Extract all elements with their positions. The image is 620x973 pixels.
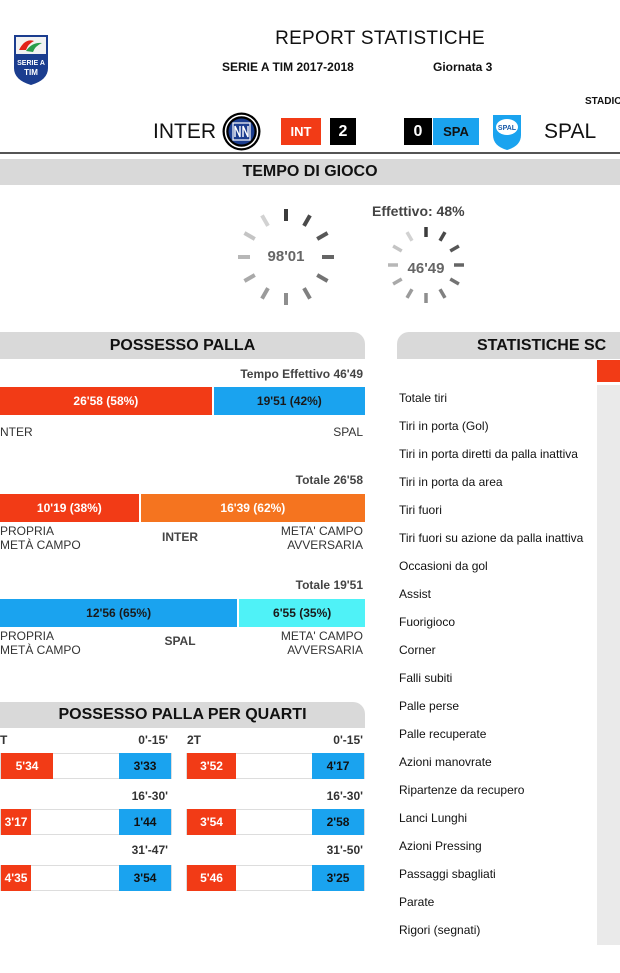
overall-caption: Tempo Effettivo 46'49 xyxy=(240,367,363,381)
home-stat-column-header xyxy=(597,360,620,382)
svg-text:SPAL: SPAL xyxy=(498,125,517,132)
stat-row-label: Corner xyxy=(399,643,436,657)
svg-text:SERIE A: SERIE A xyxy=(17,60,45,67)
stat-row-label: Falli subiti xyxy=(399,671,453,685)
away-split-bar: 12'56 (65%) 6'55 (35%) xyxy=(0,599,365,627)
away-left-caption-1: PROPRIA xyxy=(0,629,55,643)
quarter-away-value: 1'44 xyxy=(119,809,171,835)
stat-row-label: Parate xyxy=(399,895,435,909)
second-half-label: 2T xyxy=(187,733,202,747)
quarter-range-left-3: 31'-47' xyxy=(131,843,168,857)
quarter-range-right-2: 16'-30' xyxy=(326,789,363,803)
stat-row-label: Tiri fuori xyxy=(399,503,442,517)
quarter-away-value: 4'17 xyxy=(312,753,364,779)
quarter-away-value: 3'54 xyxy=(119,865,171,891)
stat-values-column xyxy=(597,385,620,945)
home-opp-half-segment: 16'39 (62%) xyxy=(138,494,365,522)
overall-left-team: NTER xyxy=(0,425,33,439)
stat-row-label: Tiri fuori su azione da palla inattiva xyxy=(399,531,584,545)
stat-row-label: Tiri in porta da area xyxy=(399,475,503,489)
away-opp-half-segment: 6'55 (35%) xyxy=(237,599,365,627)
page-title: REPORT STATISTICHE xyxy=(275,28,485,49)
home-abbr: INT xyxy=(281,118,321,145)
round-label: Giornata 3 xyxy=(433,60,493,74)
stat-row-label: Totale tiri xyxy=(399,391,448,405)
stat-row-label: Occasioni da gol xyxy=(399,559,488,573)
quarter-home-value: 3'17 xyxy=(1,809,31,835)
away-team-name: SPAL xyxy=(544,120,597,143)
season-label: SERIE A TIM 2017-2018 xyxy=(222,60,354,74)
home-split-team: INTER xyxy=(162,530,198,544)
stat-row-label: Ripartenze da recupero xyxy=(399,783,525,797)
home-team-name: INTER xyxy=(153,120,216,143)
quarter-range-left-2: 16'-30' xyxy=(131,789,168,803)
quarter-range-left-1: 0'-15' xyxy=(138,733,168,747)
quarter-home-value: 3'52 xyxy=(187,753,236,779)
home-left-caption-1: PROPRIA xyxy=(0,524,55,538)
away-score: 0 xyxy=(404,118,432,145)
home-right-caption-1: META' CAMPO xyxy=(280,524,363,538)
svg-text:TIM: TIM xyxy=(24,68,38,77)
quarti-section-title: POSSESSO PALLA PER QUARTI xyxy=(0,702,365,728)
total-time-clock-icon xyxy=(234,207,338,307)
away-abbr: SPA xyxy=(433,118,479,145)
total-time-value: 98'01 xyxy=(267,248,305,265)
quarter-row-right-3: 5'46 3'25 xyxy=(186,865,365,891)
stat-row-label: Palle recuperate xyxy=(399,727,487,741)
quarter-range-right-3: 31'-50' xyxy=(326,843,363,857)
inter-crest-icon xyxy=(221,111,262,152)
stadium-label: STADIO xyxy=(585,96,620,107)
tempo-section-title: TEMPO DI GIOCO xyxy=(0,159,620,185)
stat-row-label: Tiri in porta diretti da palla inattiva xyxy=(399,447,578,461)
quarter-home-value: 4'35 xyxy=(1,865,31,891)
serie-a-logo: SERIE A TIM xyxy=(10,32,52,86)
effective-time-clock-icon xyxy=(385,225,467,305)
overall-away-segment: 19'51 (42%) xyxy=(211,387,365,415)
away-split-team: SPAL xyxy=(164,634,196,648)
home-own-half-segment: 10'19 (38%) xyxy=(0,494,139,522)
effective-time-label: Effettivo: 48% xyxy=(372,203,465,219)
stat-row-label: Lanci Lunghi xyxy=(399,811,468,825)
home-split-bar: 10'19 (38%) 16'39 (62%) xyxy=(0,494,365,522)
quarter-range-right-1: 0'-15' xyxy=(333,733,363,747)
stat-row-label: Assist xyxy=(399,587,432,601)
quarter-row-right-1: 3'52 4'17 xyxy=(186,753,365,779)
quarter-away-value: 3'33 xyxy=(119,753,171,779)
away-right-caption-2: AVVERSARIA xyxy=(287,643,363,657)
stat-row-label: Azioni Pressing xyxy=(399,839,482,853)
stat-row-label: Tiri in porta (Gol) xyxy=(399,419,489,433)
spal-crest-icon: SPAL xyxy=(491,113,523,151)
stat-row-label: Fuorigioco xyxy=(399,615,456,629)
stat-row-label: Azioni manovrate xyxy=(399,755,492,769)
header-divider xyxy=(0,152,620,154)
possesso-section-title: POSSESSO PALLA xyxy=(0,332,365,359)
away-split-caption: Totale 19'51 xyxy=(295,578,363,592)
overall-home-segment: 26'58 (58%) xyxy=(0,387,212,415)
quarter-row-left-2: 3'17 1'44 xyxy=(0,809,172,835)
stat-row-label: Passaggi sbagliati xyxy=(399,867,496,881)
quarter-home-value: 3'54 xyxy=(187,809,236,835)
quarter-row-left-3: 4'35 3'54 xyxy=(0,865,172,891)
first-half-label: T xyxy=(0,733,8,747)
away-own-half-segment: 12'56 (65%) xyxy=(0,599,238,627)
stat-row-label: Palle perse xyxy=(399,699,460,713)
quarter-home-value: 5'34 xyxy=(1,753,53,779)
quarter-away-value: 3'25 xyxy=(312,865,364,891)
overall-possession-bar: 26'58 (58%) 19'51 (42%) xyxy=(0,387,365,415)
home-left-caption-2: METÀ CAMPO xyxy=(0,538,81,552)
away-right-caption-1: META' CAMPO xyxy=(280,629,363,643)
overall-right-team: SPAL xyxy=(333,425,363,439)
statistiche-section-title: STATISTICHE SC xyxy=(397,332,620,359)
quarter-home-value: 5'46 xyxy=(187,865,236,891)
away-left-caption-2: METÀ CAMPO xyxy=(0,643,81,657)
quarter-away-value: 2'58 xyxy=(312,809,364,835)
home-right-caption-2: AVVERSARIA xyxy=(287,538,363,552)
quarter-row-right-2: 3'54 2'58 xyxy=(186,809,365,835)
effective-time-value: 46'49 xyxy=(407,260,445,277)
quarter-row-left-1: 5'34 3'33 xyxy=(0,753,172,779)
stat-row-label: Rigori (segnati) xyxy=(399,923,481,937)
home-score: 2 xyxy=(330,118,356,145)
home-split-caption: Totale 26'58 xyxy=(295,473,363,487)
